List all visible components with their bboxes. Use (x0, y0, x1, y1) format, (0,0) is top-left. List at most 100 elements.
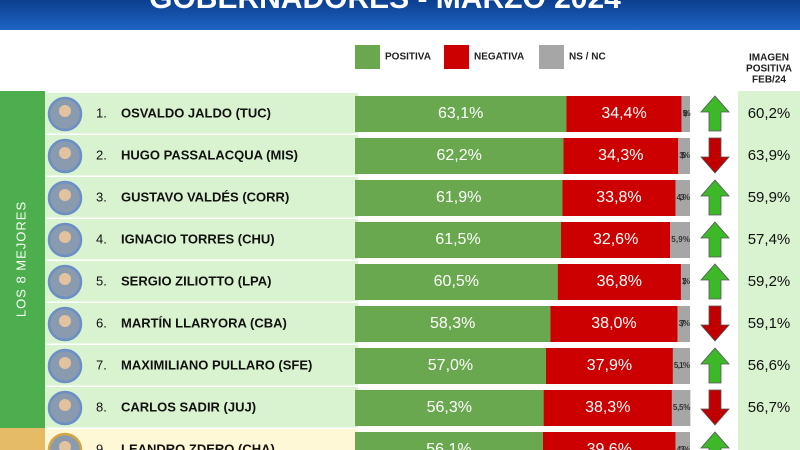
bar-segment (542, 432, 676, 450)
value-label: 4,3% (677, 193, 690, 202)
feb-value: 57,4% (748, 231, 791, 248)
trend-arrow (700, 305, 730, 342)
value-label: 61,5% (435, 231, 480, 248)
bar-segment (355, 306, 551, 342)
value-label: 34,3% (598, 147, 643, 164)
photo-face (59, 357, 71, 369)
name-panel (45, 261, 358, 302)
bar-segment (562, 180, 676, 216)
feb-value: 59,2% (748, 273, 791, 290)
photo-face (59, 147, 71, 159)
trend-arrow (700, 263, 730, 300)
rank: 8. (96, 399, 107, 414)
governor-name: IGNACIO TORRES (CHU) (121, 231, 275, 246)
governor-name: MAXIMILIANO PULLARO (SFE) (121, 357, 312, 372)
governor-name: LEANDRO ZDERO (CHA) (121, 441, 275, 450)
bar-segment (557, 264, 681, 300)
name-panel (45, 429, 358, 450)
legend-swatch (444, 45, 469, 69)
feb-value: 63,9% (748, 147, 791, 164)
value-label: 63,1% (438, 105, 483, 122)
value-label: 37,9% (587, 357, 632, 374)
governor-name: CARLOS SADIR (JUJ) (121, 399, 256, 414)
value-label: 62,2% (436, 147, 481, 164)
value-label: 32,6% (593, 231, 638, 248)
bar-segment (561, 222, 671, 258)
feb-value: 56,6% (748, 357, 791, 374)
name-panel (45, 135, 358, 176)
governor-name: HUGO PASSALACQUA (MIS) (121, 147, 298, 162)
governor-name: GUSTAVO VALDÉS (CORR) (121, 189, 289, 204)
value-label: 2,5% (683, 109, 691, 118)
group-label: LOS 8 MEJORES (13, 201, 28, 317)
value-label: 39,6% (587, 441, 632, 450)
feb-header-text: POSITIVA (746, 64, 792, 75)
feb-value: 59,9% (748, 189, 791, 206)
trend-arrow (700, 389, 730, 426)
bar-segment (563, 138, 679, 174)
value-label: 60,5% (434, 273, 479, 290)
feb-value: 60,2% (748, 105, 791, 122)
value-label: 57,0% (428, 357, 473, 374)
chart-title: GOBERNADORES - MARZO 2024 (149, 0, 621, 15)
value-label: 34,4% (601, 105, 646, 122)
bar-segment (675, 432, 690, 450)
bar-segment (678, 138, 690, 174)
bar-segment (671, 390, 691, 426)
feb-value: 56,7% (748, 399, 791, 416)
rank: 7. (96, 357, 107, 372)
value-label: 4,3% (677, 445, 690, 450)
rank: 2. (96, 147, 107, 162)
governor-name: OSVALDO JALDO (TUC) (121, 105, 271, 120)
bar-segment (355, 96, 567, 132)
bar-segment (675, 180, 690, 216)
photo-face (59, 231, 71, 243)
rank: 3. (96, 189, 107, 204)
photo-face (59, 273, 71, 285)
value-label: 3,7% (679, 319, 690, 328)
trend-arrow (700, 347, 730, 384)
legend-label: POSITIVA (385, 52, 431, 63)
governor-name: MARTÍN LLARYORA (CBA) (121, 315, 287, 330)
feb-column (738, 91, 800, 450)
bar-segment (355, 432, 543, 450)
trend-arrow (700, 137, 730, 174)
value-label: 5,5% (673, 403, 690, 412)
value-label: 3,5% (679, 151, 690, 160)
rank: 4. (96, 231, 107, 246)
trend-arrow (700, 221, 730, 258)
value-label: 5,9% (671, 235, 690, 244)
bar-segment (355, 180, 563, 216)
trend-arrow (700, 95, 730, 132)
legend-label: NEGATIVA (474, 52, 524, 63)
value-label: 2,7% (682, 277, 690, 286)
photo-face (59, 105, 71, 117)
bar-segment (680, 264, 690, 300)
value-label: 38,3% (585, 399, 630, 416)
bar-segment (355, 138, 564, 174)
feb-header-text: IMAGEN (749, 53, 789, 64)
bar-segment (681, 96, 690, 132)
banner (0, 0, 800, 30)
trend-arrow (700, 179, 730, 216)
legend-label: NS / NC (569, 52, 606, 63)
rank: 6. (96, 315, 107, 330)
photo-face (59, 441, 71, 450)
group-band-2 (0, 428, 45, 450)
name-panel (45, 303, 358, 344)
value-label: 56,1% (426, 441, 471, 450)
legend-swatch (355, 45, 380, 69)
name-panel (45, 93, 358, 134)
rank: 9. (96, 441, 107, 450)
value-label: 38,0% (591, 315, 636, 332)
feb-value: 59,1% (748, 315, 791, 332)
name-panel (45, 177, 358, 218)
name-panel (45, 345, 358, 386)
group-band (0, 91, 45, 428)
bar-segment (545, 348, 673, 384)
photo-face (59, 399, 71, 411)
value-label: 5,1% (674, 361, 690, 370)
rank: 5. (96, 273, 107, 288)
bar-segment (550, 306, 678, 342)
